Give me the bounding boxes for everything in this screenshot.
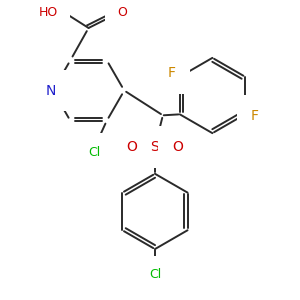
Text: S: S	[151, 140, 159, 154]
Text: O: O	[127, 140, 138, 154]
Text: O: O	[172, 140, 183, 154]
Text: Cl: Cl	[88, 146, 101, 159]
Text: F: F	[251, 109, 259, 123]
Text: N: N	[46, 84, 56, 98]
Text: O: O	[117, 6, 127, 19]
Text: HO: HO	[39, 6, 58, 19]
Text: Cl: Cl	[149, 268, 161, 281]
Text: F: F	[168, 66, 176, 80]
